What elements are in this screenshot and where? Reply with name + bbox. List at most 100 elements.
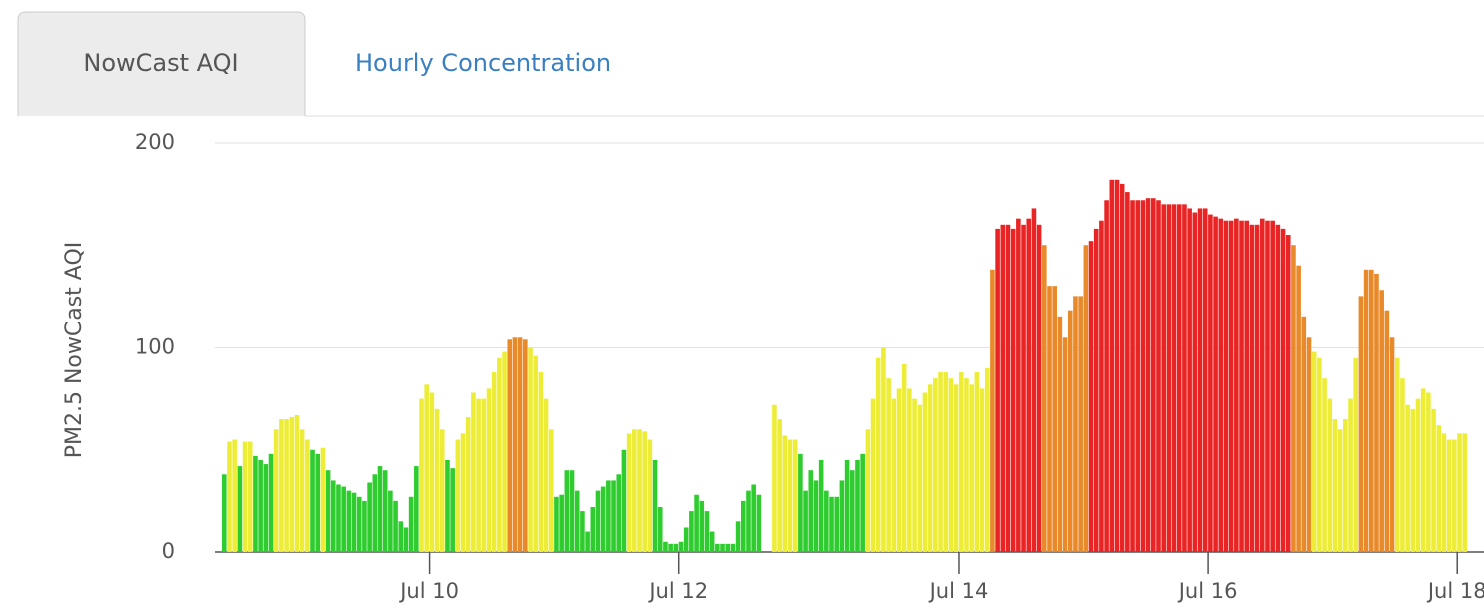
bar xyxy=(1317,357,1322,552)
bar xyxy=(1135,200,1141,552)
bar xyxy=(704,511,710,552)
bar xyxy=(1327,398,1333,552)
bar xyxy=(1031,208,1037,552)
bar xyxy=(657,507,663,552)
bar xyxy=(1306,337,1312,552)
bar xyxy=(439,429,445,552)
bar xyxy=(616,474,622,552)
bar xyxy=(1452,439,1457,552)
bar xyxy=(1042,245,1047,552)
bar xyxy=(1083,245,1089,552)
bar xyxy=(434,408,440,552)
bar xyxy=(1426,392,1431,552)
bar xyxy=(548,429,554,552)
bar xyxy=(351,492,357,552)
bar xyxy=(1457,433,1462,552)
bar xyxy=(896,388,902,552)
bar xyxy=(943,372,948,552)
bar xyxy=(1462,433,1467,552)
bar xyxy=(222,474,227,552)
tab-label[interactable]: NowCast AQI xyxy=(83,49,238,77)
bar xyxy=(829,496,834,552)
bar xyxy=(367,482,372,552)
bar xyxy=(907,388,912,552)
bar xyxy=(1420,388,1426,552)
active-tab[interactable] xyxy=(17,11,306,116)
bar xyxy=(1394,357,1400,552)
bar xyxy=(1088,241,1094,552)
bar xyxy=(621,449,627,552)
bar xyxy=(1176,204,1182,552)
bar xyxy=(839,480,845,552)
bar xyxy=(824,490,829,552)
x-tick-label: Jul 12 xyxy=(647,579,708,603)
bar xyxy=(585,531,590,552)
bar xyxy=(574,490,580,552)
bar xyxy=(1182,204,1187,552)
bar xyxy=(1104,200,1109,552)
bar xyxy=(232,439,237,552)
bar xyxy=(377,466,383,552)
bar xyxy=(279,419,284,552)
bar xyxy=(356,496,362,552)
bar xyxy=(611,480,616,552)
bar xyxy=(1415,398,1421,552)
bar xyxy=(502,351,507,552)
bar xyxy=(606,480,611,552)
bar xyxy=(1260,218,1265,553)
bar xyxy=(497,357,502,552)
bar xyxy=(1228,220,1234,552)
bar xyxy=(1311,351,1317,552)
bar xyxy=(1332,419,1338,552)
bar xyxy=(1239,220,1244,552)
bar xyxy=(1353,357,1359,552)
bar xyxy=(569,470,575,552)
bar xyxy=(362,500,367,552)
bar xyxy=(305,439,310,552)
bar xyxy=(1249,224,1255,553)
bar xyxy=(1125,192,1130,552)
bar xyxy=(751,484,756,552)
bar xyxy=(1431,408,1436,552)
bar xyxy=(881,347,886,552)
bar xyxy=(476,398,481,552)
bar xyxy=(253,455,258,552)
bar xyxy=(393,500,398,552)
bar xyxy=(419,398,424,552)
bar xyxy=(1363,269,1369,552)
bar xyxy=(299,429,305,552)
y-axis-label: PM2.5 NowCast AQI xyxy=(62,242,87,459)
bar xyxy=(699,500,705,552)
bar xyxy=(917,404,923,552)
bar xyxy=(242,441,248,552)
bar xyxy=(1405,404,1410,552)
x-tick-label: Jul 14 xyxy=(928,579,989,603)
bar xyxy=(258,459,263,552)
bar xyxy=(533,355,538,552)
bar xyxy=(741,500,746,552)
bar xyxy=(808,470,814,552)
bar xyxy=(990,269,995,552)
bar xyxy=(1010,228,1016,552)
bar xyxy=(912,398,917,552)
bar xyxy=(689,511,694,552)
bar xyxy=(346,490,352,552)
bar xyxy=(964,378,969,552)
bar xyxy=(715,543,720,552)
tab-label[interactable]: Hourly Concentration xyxy=(355,49,611,77)
bar xyxy=(1119,183,1125,552)
bar xyxy=(1301,316,1307,552)
bar xyxy=(777,419,782,552)
bar xyxy=(787,439,793,552)
bar xyxy=(803,490,808,552)
bar xyxy=(1062,337,1068,552)
bar xyxy=(891,398,897,552)
bar xyxy=(1358,296,1364,552)
bar xyxy=(647,439,653,552)
bar xyxy=(673,543,679,552)
bar xyxy=(984,367,990,552)
bar xyxy=(855,459,860,552)
bar xyxy=(725,543,731,552)
bar xyxy=(1410,408,1416,552)
